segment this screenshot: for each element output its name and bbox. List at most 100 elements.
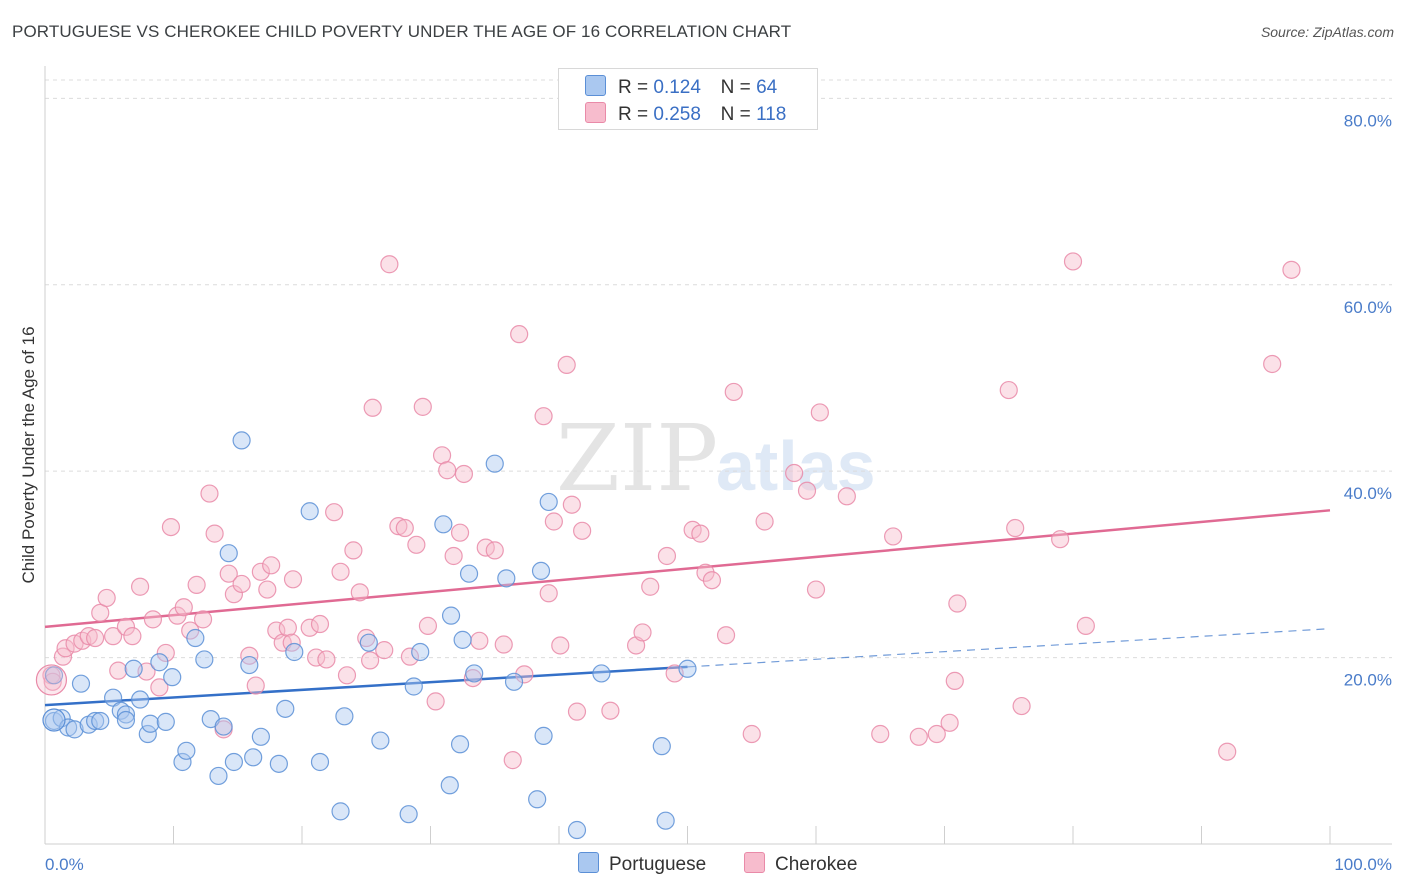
r-label: R = xyxy=(618,104,649,125)
cherokee-point xyxy=(883,527,903,546)
portuguese-point xyxy=(251,727,270,746)
cherokee-point xyxy=(470,631,489,650)
cherokee-point xyxy=(948,594,967,613)
cherokee-point xyxy=(755,512,774,531)
cherokee-point xyxy=(945,671,964,690)
watermark-atlas: atlas xyxy=(716,427,876,505)
cherokee-point xyxy=(871,724,890,744)
cherokee-point xyxy=(1006,518,1025,538)
portuguese-point xyxy=(404,677,423,696)
portuguese-point xyxy=(91,711,110,731)
portuguese-point xyxy=(214,717,233,736)
portuguese-point xyxy=(71,674,91,693)
portuguese-point xyxy=(678,659,697,678)
cherokee-point xyxy=(283,570,303,589)
cherokee-point xyxy=(806,580,826,599)
cherokee-point xyxy=(361,651,380,670)
cherokee-point xyxy=(601,701,620,720)
portuguese-point xyxy=(592,664,611,683)
bottom-legend-portuguese: Portuguese xyxy=(578,852,706,876)
cherokee-point xyxy=(450,523,470,542)
cherokee-point xyxy=(562,495,581,514)
cherokee-point xyxy=(200,484,219,503)
cherokee-point xyxy=(785,463,804,483)
portuguese-point xyxy=(485,454,504,473)
cherokee-point xyxy=(97,588,116,608)
portuguese-legend-label: Portuguese xyxy=(609,854,707,875)
portuguese-point xyxy=(399,805,418,824)
cherokee-point xyxy=(224,585,243,604)
cherokee-point xyxy=(407,535,426,554)
cherokee-point xyxy=(79,627,98,646)
cherokee-point xyxy=(1282,260,1301,279)
cherokee-point xyxy=(691,524,710,543)
cherokee-point xyxy=(557,355,576,375)
cherokee-point xyxy=(251,562,270,581)
portuguese-point xyxy=(232,431,251,450)
cherokee-point xyxy=(174,598,193,617)
portuguese-point xyxy=(497,569,516,588)
cherokee-point xyxy=(380,255,399,274)
cherokee-point xyxy=(742,724,761,744)
portuguese-point xyxy=(331,802,350,821)
cherokee-point xyxy=(258,580,277,599)
cherokee-point xyxy=(150,678,169,697)
portuguese-point xyxy=(130,690,150,709)
portuguese-point xyxy=(359,633,378,652)
cherokee-point xyxy=(797,481,817,500)
cherokee-point xyxy=(503,751,522,770)
cherokee-point xyxy=(262,556,281,575)
portuguese-point xyxy=(156,712,175,731)
y-tick-label: 20.0% xyxy=(1344,671,1392,690)
portuguese-point xyxy=(163,668,182,687)
cherokee-point xyxy=(310,614,330,634)
chart-title: PORTUGUESE VS CHEROKEE CHILD POVERTY UND… xyxy=(12,22,792,41)
portuguese-point xyxy=(441,606,461,625)
portuguese-point xyxy=(186,628,205,648)
cherokee-point xyxy=(1263,354,1282,374)
cherokee-point xyxy=(454,464,474,484)
cherokee-point xyxy=(104,627,123,646)
cherokee-point xyxy=(837,487,856,506)
portuguese-point xyxy=(65,720,84,739)
cherokee-point xyxy=(219,564,238,583)
cherokee-point xyxy=(344,541,363,560)
n-label: N = xyxy=(720,77,751,98)
cherokee-point xyxy=(510,325,529,344)
portuguese-point xyxy=(504,672,524,691)
portuguese-point xyxy=(141,714,160,733)
cherokee-point xyxy=(232,574,251,594)
cherokee-legend-swatch xyxy=(744,852,765,873)
portuguese-point xyxy=(269,754,288,773)
portuguese-point xyxy=(656,811,675,830)
portuguese-point xyxy=(453,630,472,649)
source-note: Source: ZipAtlas.com xyxy=(1260,24,1394,40)
portuguese-point xyxy=(300,502,319,521)
r-label: R = xyxy=(618,77,649,98)
x-tick-label: 100.0% xyxy=(1334,855,1392,874)
cherokee-point xyxy=(551,636,570,655)
cherokee-point xyxy=(999,380,1018,400)
cherokee-point xyxy=(109,661,128,680)
cherokee-point xyxy=(567,702,587,721)
portuguese-point xyxy=(285,642,304,662)
cherokee-point xyxy=(331,562,350,581)
cherokee-point xyxy=(909,727,928,746)
tick-labels: 20.0% 40.0% 60.0% 80.0% 0.0% 100.0% xyxy=(45,111,1392,874)
portuguese-point xyxy=(150,653,169,672)
portuguese-point xyxy=(124,659,143,678)
cherokee-trend-line xyxy=(44,509,1331,629)
cherokee-point xyxy=(205,524,224,543)
cherokee-point xyxy=(716,626,736,645)
cherokee-point xyxy=(1051,530,1070,549)
portuguese-point xyxy=(195,650,214,669)
y-tick-label: 40.0% xyxy=(1344,484,1392,503)
cherokee-point xyxy=(418,616,438,635)
cherokee-point xyxy=(544,512,563,531)
cherokee-point xyxy=(810,403,829,422)
cherokee-point xyxy=(375,641,394,660)
cherokee-point xyxy=(317,650,336,669)
portuguese-point xyxy=(177,741,196,760)
cherokee-r-value: 0.258 xyxy=(653,104,701,125)
portuguese-point xyxy=(539,492,558,512)
